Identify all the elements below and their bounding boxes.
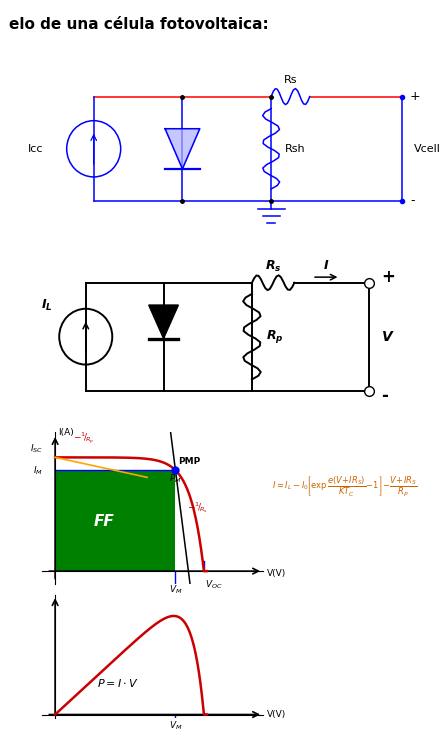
Text: elo de una célula fotovoltaica:: elo de una célula fotovoltaica:	[9, 16, 269, 32]
Polygon shape	[149, 305, 179, 339]
Text: Icc: Icc	[28, 144, 44, 154]
Text: $\bfit{R_p}$: $\bfit{R_p}$	[266, 328, 284, 345]
Text: $\bfit{I_L}$: $\bfit{I_L}$	[41, 298, 53, 312]
Text: I(A): I(A)	[58, 428, 73, 437]
Text: $V_M$: $V_M$	[169, 719, 182, 732]
Text: +: +	[410, 90, 421, 103]
Text: Rs: Rs	[284, 74, 297, 85]
Text: $\bfit{I}$: $\bfit{I}$	[323, 260, 329, 272]
Text: FF: FF	[94, 514, 114, 529]
Text: $\bfit{V}$: $\bfit{V}$	[381, 330, 395, 344]
Polygon shape	[165, 129, 200, 169]
Text: Vcell: Vcell	[414, 144, 441, 154]
Text: $I_M$: $I_M$	[33, 464, 43, 477]
Text: $I_{SC}$: $I_{SC}$	[30, 442, 43, 455]
Text: $-^1\!/_{\!R_p}$: $-^1\!/_{\!R_p}$	[72, 430, 94, 446]
Text: $-^1\!/_{\!R_s}$: $-^1\!/_{\!R_s}$	[187, 500, 209, 515]
Text: PMP: PMP	[178, 457, 200, 466]
Text: $I = I_L - I_0\!\left[\exp\dfrac{e(V\!+\!IR_S)}{KT_C}\!-\!1\right]\!-\!\dfrac{V\: $I = I_L - I_0\!\left[\exp\dfrac{e(V\!+\…	[272, 475, 417, 499]
Text: $\bfit{R_s}$: $\bfit{R_s}$	[265, 259, 282, 274]
Text: $P_M$: $P_M$	[169, 473, 182, 485]
Bar	[55, 470, 175, 571]
Text: Rsh: Rsh	[285, 144, 305, 154]
Text: $V_M$: $V_M$	[169, 583, 182, 596]
Text: $P = I \cdot V$: $P = I \cdot V$	[97, 677, 139, 689]
Text: V(V): V(V)	[267, 569, 286, 578]
Text: +: +	[381, 268, 395, 286]
Text: V(V): V(V)	[267, 711, 286, 719]
Text: -: -	[410, 194, 415, 208]
Text: -: -	[381, 387, 388, 405]
Text: $V_{OC}$: $V_{OC}$	[205, 578, 223, 591]
